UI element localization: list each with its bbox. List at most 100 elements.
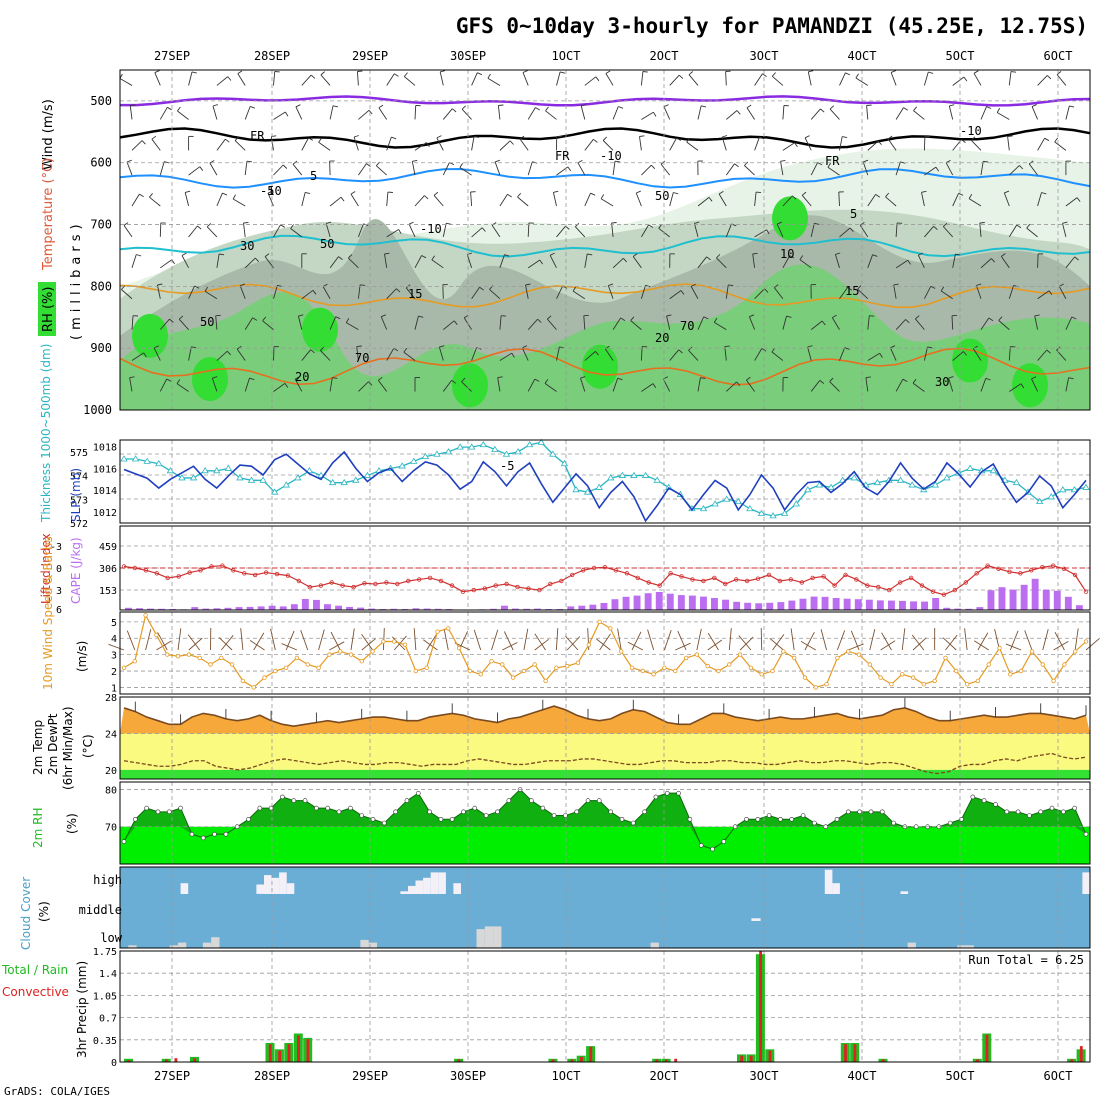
cloud-bar-high	[279, 872, 287, 894]
wind-barb-flag	[176, 379, 181, 384]
lifted-tick-label: 6	[56, 605, 62, 616]
date-label-top: 29SEP	[352, 49, 388, 63]
wind-barb-flag	[948, 376, 954, 379]
wind10-barb	[790, 628, 795, 651]
rh2m-point	[200, 835, 206, 841]
run-total: Run Total = 6.25	[968, 953, 1084, 967]
thickness-point	[421, 452, 430, 459]
rh2m-point	[959, 816, 964, 822]
wind-barb	[697, 316, 705, 330]
wind-barb-flag	[593, 138, 598, 143]
cape-bar	[755, 603, 763, 610]
cloud-bar-low	[965, 945, 974, 948]
contour-label: 50	[655, 189, 669, 203]
wind10-barb	[523, 628, 529, 651]
wind-barb-flag	[927, 346, 933, 349]
rh2m-point	[449, 816, 455, 822]
wind-barb	[358, 109, 370, 120]
wind-barb	[244, 257, 256, 269]
wind10-speed-point	[975, 678, 981, 684]
precip-convective-bar	[297, 1035, 300, 1062]
wind-barb	[923, 71, 929, 86]
wind-barb	[159, 318, 170, 330]
wind-barb-flag	[549, 252, 555, 256]
wind-barb-flag	[384, 252, 390, 255]
wind-barb	[386, 192, 389, 207]
wind-barb	[442, 162, 450, 176]
thickness-point	[468, 443, 476, 450]
rh2m-point	[438, 816, 444, 822]
cape-bar	[213, 608, 221, 610]
wind-barb	[885, 196, 897, 207]
precip-tick-label: 1.75	[93, 947, 117, 958]
wind-barb	[329, 377, 333, 392]
label-thickness: Thickness 1000~500mb (dm)	[39, 344, 53, 523]
wind-barb-flag	[618, 106, 624, 109]
wind-barb-flag	[893, 283, 899, 286]
wind-barb-flag	[136, 254, 142, 257]
wind-barb-flag	[246, 160, 252, 163]
wind10-barb	[187, 634, 201, 651]
rh2m-point	[144, 805, 149, 811]
wind10-barb	[361, 633, 373, 651]
wind10-speed-point	[154, 632, 159, 638]
wind-barb-flag	[1074, 256, 1079, 261]
wind10-barb	[270, 628, 276, 651]
wind-barb-flag	[461, 105, 467, 110]
cape-bar	[799, 598, 807, 610]
cape-bar	[777, 602, 785, 610]
contour-freezing	[119, 127, 1091, 149]
wind10-speed-point	[489, 659, 494, 664]
slp-tick-label: 1018	[93, 443, 117, 454]
wind-barb-flag	[408, 221, 414, 225]
wind10-ticks: 5 4 3 2 1	[111, 618, 117, 695]
wind-barb-flag	[827, 162, 832, 168]
cape-bar	[158, 608, 166, 610]
lifted-index-point	[952, 587, 957, 593]
lifted-index-point	[406, 578, 411, 584]
wind-barb	[782, 105, 785, 120]
wind-barb	[176, 383, 189, 392]
wind10-tick-label: 3	[111, 651, 117, 662]
wind10-speed-point	[1018, 668, 1024, 674]
contour-label: 20	[295, 370, 309, 384]
rh2m-point	[427, 809, 432, 815]
wind-barb-flag	[587, 253, 593, 256]
wind-barb	[411, 161, 416, 176]
rh2m-point	[789, 816, 795, 822]
rh2m-point	[642, 809, 647, 815]
wind10-barb	[300, 630, 309, 651]
wind-barb-flag	[1056, 71, 1062, 75]
lifted-index-point	[723, 581, 728, 587]
wind10-speed-point	[737, 652, 743, 657]
pressure-tick-label: 900	[90, 341, 112, 355]
wind-barb	[443, 320, 455, 330]
wind-barb-flag	[398, 229, 402, 234]
wind10-speed-point	[305, 662, 310, 667]
lifted-index-point	[373, 581, 378, 587]
wind10-speed-point	[565, 663, 570, 669]
wind-barb	[924, 166, 937, 176]
wind-barb	[945, 162, 954, 176]
thickness-point	[479, 440, 488, 448]
rh2m-point	[268, 805, 274, 811]
wind-barb	[1008, 285, 1015, 299]
wind-barb	[754, 348, 763, 361]
wind-barb	[714, 322, 727, 331]
cloud-bar-low	[484, 926, 494, 948]
cloud-bar-high	[256, 884, 264, 894]
wind-barb-flag	[167, 106, 172, 111]
lifted-index-point	[296, 578, 302, 584]
wind-barb-flag	[764, 288, 769, 293]
wind-barb-flag	[139, 193, 144, 198]
label-precip: 3hr Precip (mm)	[75, 961, 89, 1058]
wind-barb-flag	[887, 135, 893, 140]
wind-barb	[855, 77, 869, 86]
wind-barb	[607, 285, 614, 299]
wind10-speed-point	[629, 665, 635, 670]
cape-bar	[412, 608, 420, 610]
wind10-barb	[760, 627, 763, 651]
contour-label: 15	[845, 284, 859, 298]
wind-barb	[320, 74, 331, 86]
cloud-bar-low	[360, 939, 369, 948]
